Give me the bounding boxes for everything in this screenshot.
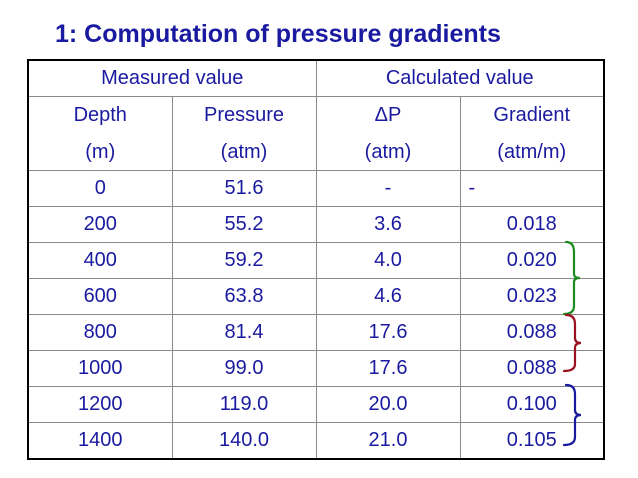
pressure-cell: 51.6: [171, 170, 317, 207]
pressure-cell: 59.2: [171, 242, 317, 279]
pressure-cell: 81.4: [171, 314, 317, 351]
column-header-delta-p: ΔP: [315, 96, 461, 134]
table-row: 200 55.2 3.6 0.018: [27, 206, 605, 243]
depth-cell: 1000: [27, 350, 173, 387]
depth-cell: 400: [27, 242, 173, 279]
table-row: 1400 140.0 21.0 0.105: [27, 422, 605, 460]
delta-p-cell: 17.6: [315, 314, 461, 351]
gradient-cell: 0.100: [459, 386, 605, 423]
table-row: 400 59.2 4.0 0.020: [27, 242, 605, 279]
gradient-cell: 0.088: [459, 350, 605, 387]
depth-cell: 800: [27, 314, 173, 351]
column-header-depth: Depth: [27, 96, 173, 134]
pressure-cell: 140.0: [171, 422, 317, 460]
group-header-row: Measured value Calculated value: [27, 59, 605, 97]
delta-p-cell: -: [315, 170, 461, 207]
table-row: 600 63.8 4.6 0.023: [27, 278, 605, 315]
column-name-row: Depth Pressure ΔP Gradient: [27, 96, 605, 134]
depth-cell: 0: [27, 170, 173, 207]
green-grouping-brace: [562, 240, 581, 316]
column-unit-pressure: (atm): [171, 134, 317, 171]
pressure-cell: 99.0: [171, 350, 317, 387]
group-header-measured: Measured value: [27, 59, 317, 97]
slide-title: 1: Computation of pressure gradients: [55, 20, 501, 48]
column-unit-depth: (m): [27, 134, 173, 171]
delta-p-cell: 17.6: [315, 350, 461, 387]
gradient-cell: 0.018: [459, 206, 605, 243]
gradient-cell: -: [459, 170, 605, 207]
delta-p-cell: 3.6: [315, 206, 461, 243]
column-unit-delta-p: (atm): [315, 134, 461, 171]
column-header-gradient: Gradient: [459, 96, 605, 134]
gradient-cell: 0.088: [459, 314, 605, 351]
depth-cell: 200: [27, 206, 173, 243]
column-unit-row: (m) (atm) (atm) (atm/m): [27, 134, 605, 171]
column-header-pressure: Pressure: [171, 96, 317, 134]
depth-cell: 600: [27, 278, 173, 315]
pressure-cell: 119.0: [171, 386, 317, 423]
pressure-cell: 55.2: [171, 206, 317, 243]
depth-cell: 1200: [27, 386, 173, 423]
delta-p-cell: 4.0: [315, 242, 461, 279]
column-unit-gradient: (atm/m): [459, 134, 605, 171]
red-grouping-brace: [562, 313, 582, 373]
delta-p-cell: 21.0: [315, 422, 461, 460]
gradient-cell: 0.105: [459, 422, 605, 460]
delta-p-cell: 4.6: [315, 278, 461, 315]
table-row: 1200 119.0 20.0 0.100: [27, 386, 605, 423]
pressure-gradient-table: Measured value Calculated value Depth Pr…: [27, 59, 605, 460]
table-row: 800 81.4 17.6 0.088: [27, 314, 605, 351]
depth-cell: 1400: [27, 422, 173, 460]
table-row: 1000 99.0 17.6 0.088: [27, 350, 605, 387]
gradient-cell: 0.020: [459, 242, 605, 279]
table-row: 0 51.6 - -: [27, 170, 605, 207]
delta-p-cell: 20.0: [315, 386, 461, 423]
group-header-calculated: Calculated value: [315, 59, 605, 97]
pressure-cell: 63.8: [171, 278, 317, 315]
blue-grouping-brace: [562, 383, 582, 447]
